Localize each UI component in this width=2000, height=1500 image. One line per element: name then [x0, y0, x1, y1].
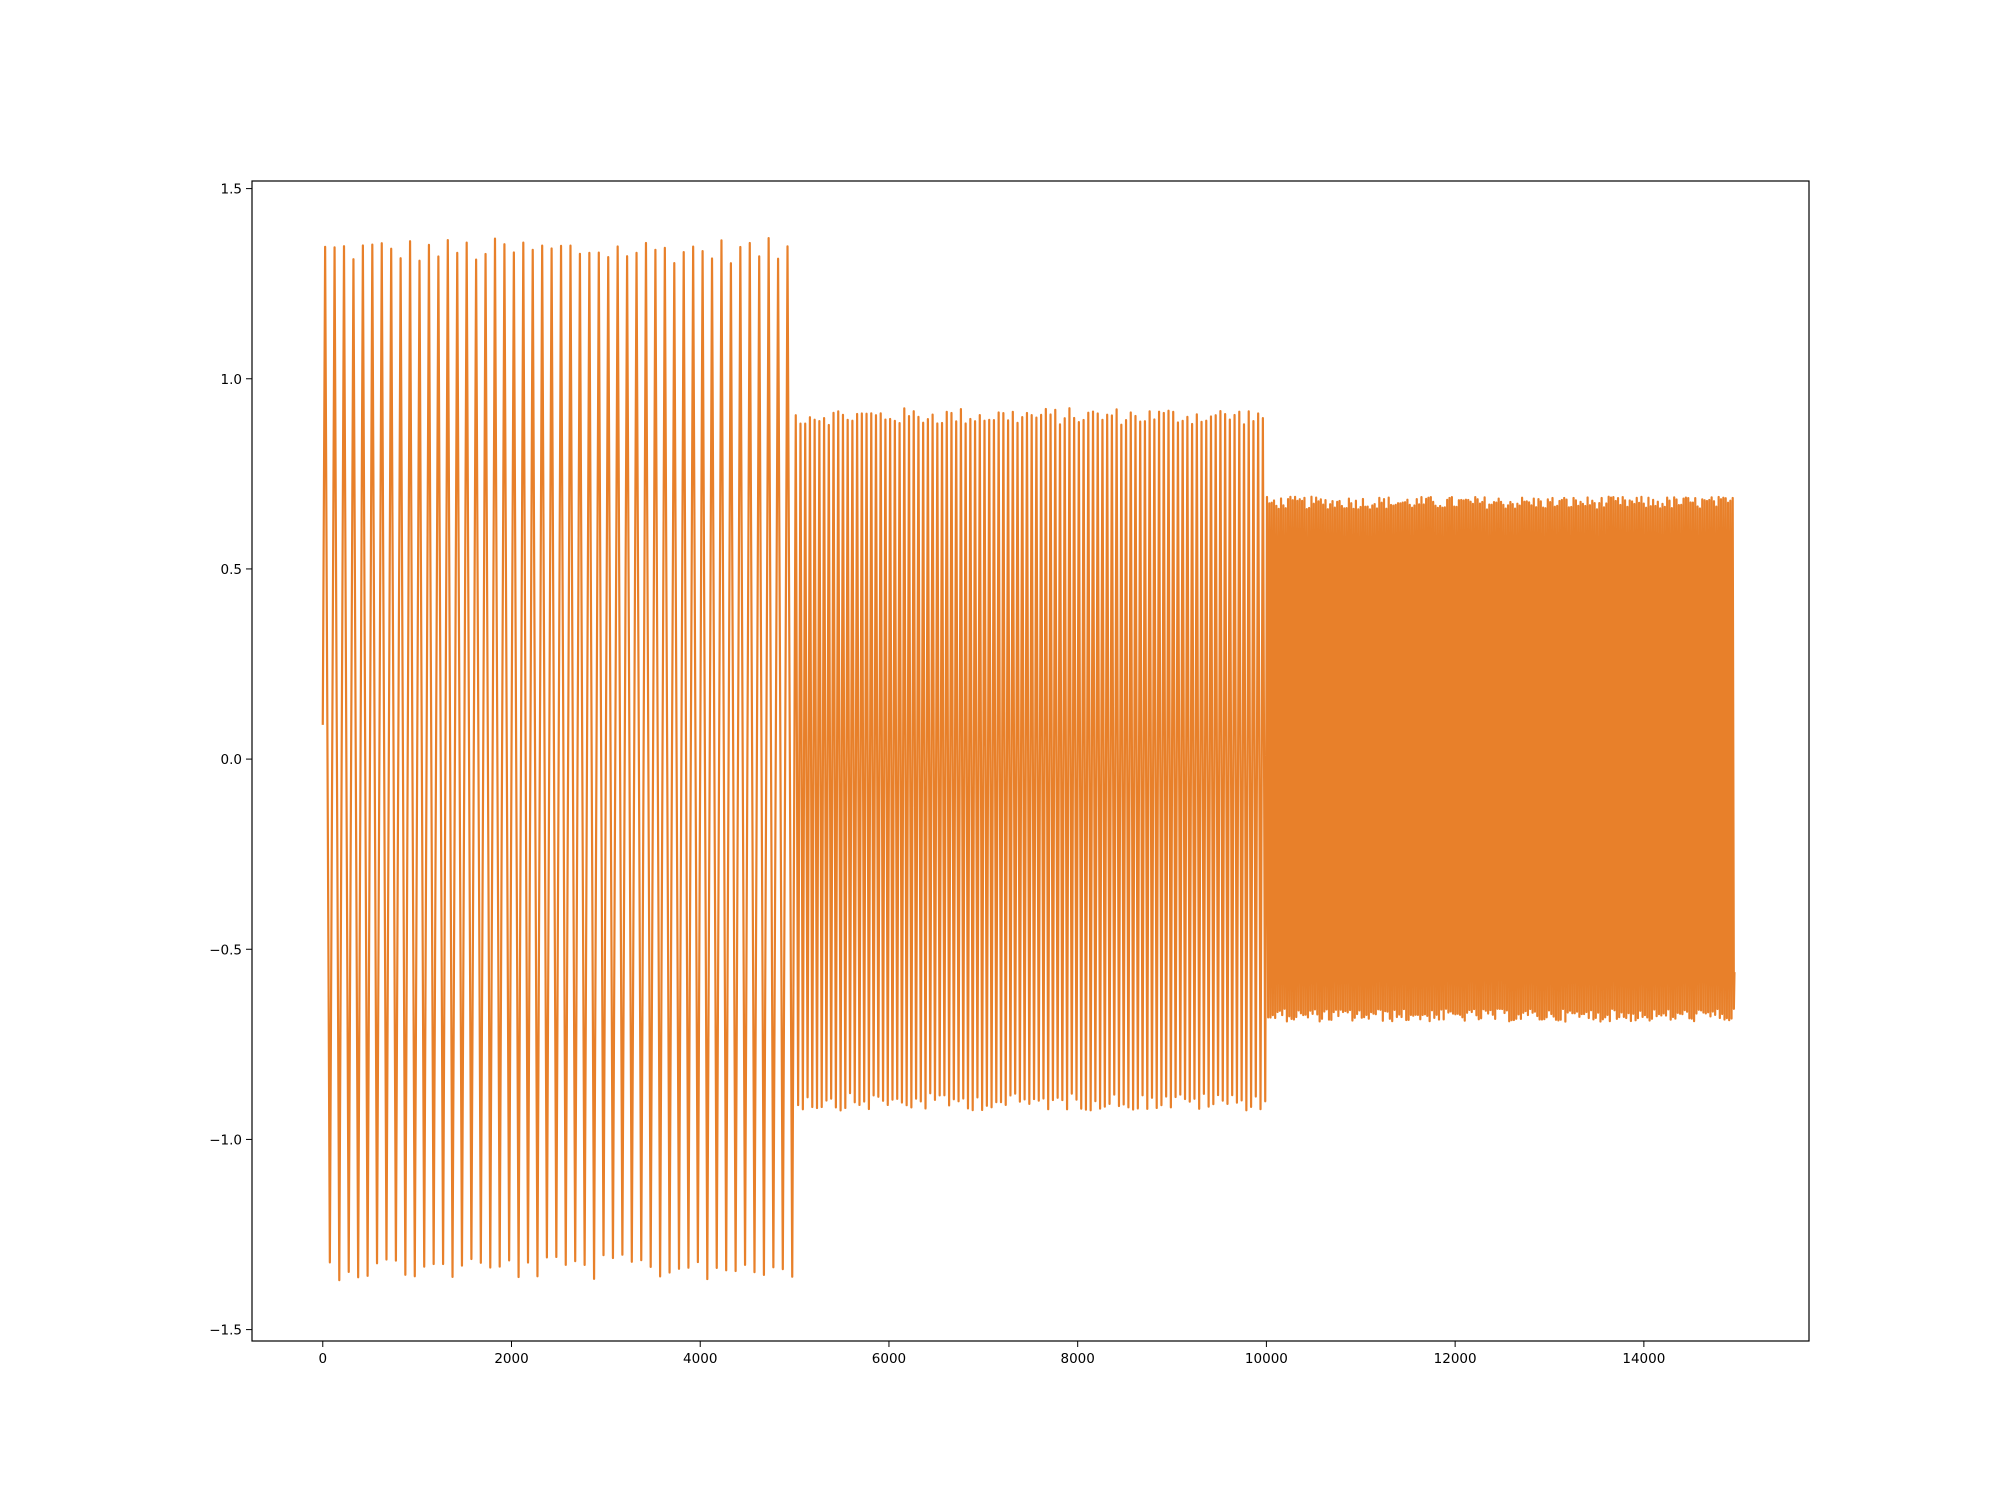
x-tick-label: 2000 [494, 1351, 528, 1367]
x-tick-label: 14000 [1622, 1351, 1665, 1367]
x-tick-label: 0 [318, 1351, 327, 1367]
plot-frame [251, 180, 1810, 1342]
y-axis: −1.5 −1.0 −0.5 0.0 0.5 1.0 1.5 [209, 182, 252, 1339]
y-tick-label: 1.0 [221, 372, 242, 388]
x-tick-label: 12000 [1434, 1351, 1477, 1367]
series-layer [321, 236, 1736, 1282]
x-axis: 0 2000 4000 6000 8000 10000 12000 14000 [318, 1341, 1665, 1367]
y-tick-label: −1.0 [209, 1132, 242, 1148]
x-tick-label: 6000 [872, 1351, 906, 1367]
series-line [321, 236, 1736, 1282]
y-tick-label: −0.5 [209, 942, 242, 958]
y-tick-label: 0.5 [221, 562, 242, 578]
x-tick-label: 8000 [1061, 1351, 1095, 1367]
y-tick-label: −1.5 [209, 1323, 242, 1339]
x-tick-label: 4000 [683, 1351, 717, 1367]
y-tick-label: 1.5 [221, 182, 242, 198]
y-tick-label: 0.0 [221, 752, 242, 768]
x-tick-label: 10000 [1245, 1351, 1288, 1367]
